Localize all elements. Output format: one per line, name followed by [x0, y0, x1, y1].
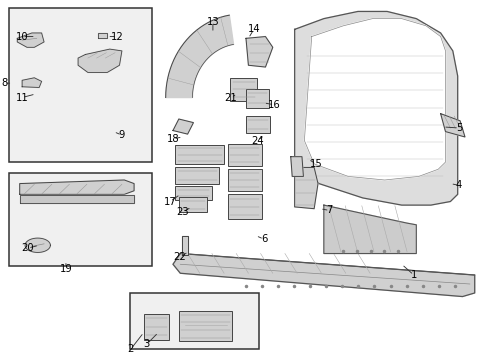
Text: 20: 20 [22, 243, 34, 253]
Bar [175, 167, 219, 184]
Bar [130, 293, 259, 348]
Text: 13: 13 [207, 17, 219, 27]
Polygon shape [78, 49, 122, 72]
Bar [175, 186, 212, 200]
Text: 3: 3 [144, 339, 150, 349]
Polygon shape [25, 238, 50, 252]
Text: 5: 5 [456, 123, 463, 133]
Polygon shape [441, 114, 465, 137]
Polygon shape [246, 37, 273, 67]
Polygon shape [173, 253, 475, 297]
Bar [230, 78, 257, 101]
Polygon shape [17, 33, 44, 47]
Text: 22: 22 [173, 252, 186, 262]
Polygon shape [173, 119, 194, 134]
Bar [246, 116, 270, 134]
Bar [8, 173, 152, 266]
Bar [179, 197, 207, 212]
Bar [175, 145, 224, 164]
Bar [144, 314, 169, 339]
Text: 17: 17 [164, 197, 176, 207]
Polygon shape [166, 15, 234, 98]
Bar [227, 169, 262, 191]
Bar [179, 311, 232, 341]
Text: 11: 11 [16, 93, 28, 103]
Text: 7: 7 [326, 206, 333, 216]
Text: 10: 10 [16, 32, 28, 41]
Text: 24: 24 [251, 136, 264, 145]
Text: 18: 18 [167, 134, 179, 144]
Polygon shape [182, 235, 188, 255]
Bar [246, 89, 270, 108]
Bar [227, 144, 262, 166]
Text: 6: 6 [261, 234, 267, 244]
Text: 12: 12 [111, 32, 123, 41]
Bar [227, 194, 262, 220]
Text: 9: 9 [119, 130, 125, 140]
Text: 14: 14 [247, 24, 260, 35]
Text: 19: 19 [60, 264, 73, 274]
Polygon shape [22, 78, 42, 87]
Text: 15: 15 [310, 159, 322, 169]
Polygon shape [294, 12, 458, 205]
Text: 21: 21 [224, 93, 237, 103]
Polygon shape [291, 157, 303, 176]
Text: 4: 4 [456, 180, 462, 190]
Text: 1: 1 [411, 270, 417, 280]
Polygon shape [20, 180, 134, 194]
Bar [8, 8, 152, 162]
Text: 8: 8 [1, 78, 7, 88]
Polygon shape [324, 205, 416, 253]
Polygon shape [98, 33, 107, 38]
Polygon shape [304, 19, 445, 180]
Text: 23: 23 [176, 207, 189, 217]
Polygon shape [294, 167, 318, 209]
Text: 2: 2 [127, 344, 134, 354]
Polygon shape [20, 195, 134, 203]
Text: 16: 16 [268, 100, 281, 110]
